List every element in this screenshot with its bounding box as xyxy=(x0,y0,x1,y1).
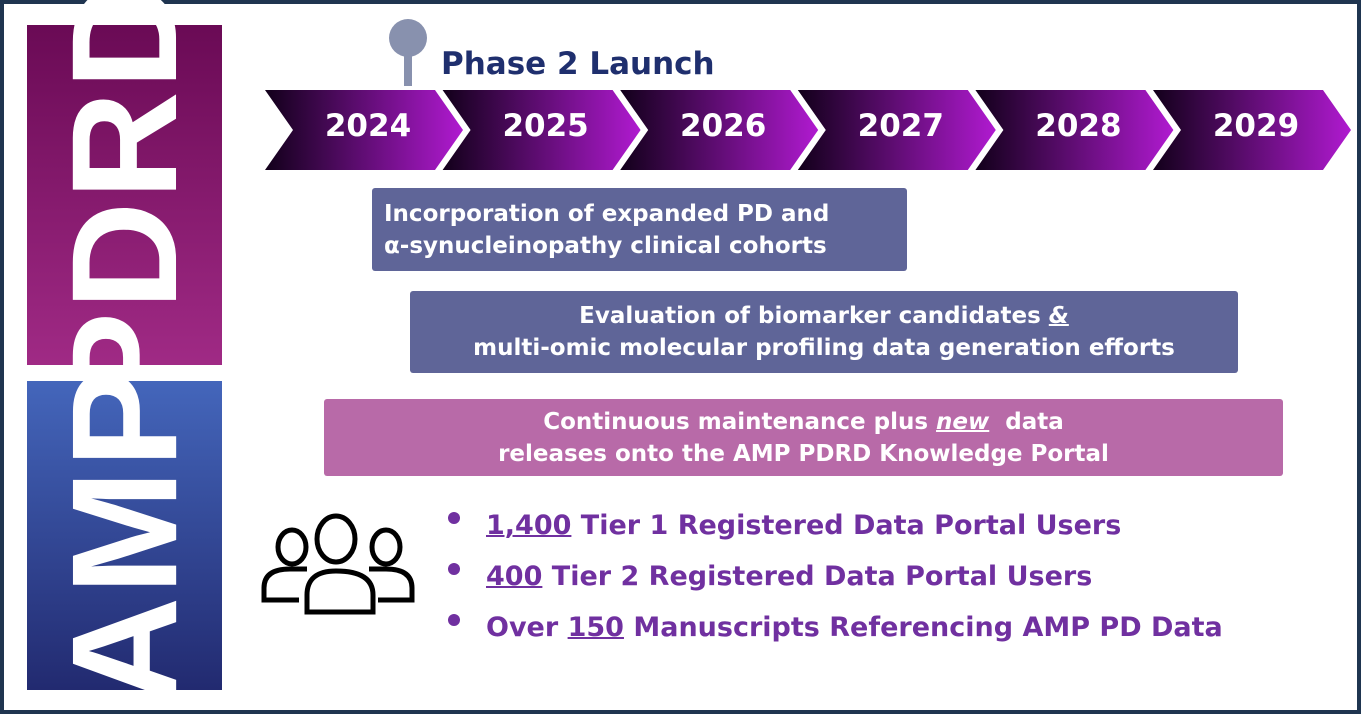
stat-number: 150 xyxy=(567,612,624,643)
emphasis: & xyxy=(1048,303,1069,329)
users-group-icon xyxy=(261,513,415,615)
line: Incorporation of expanded PD and xyxy=(384,200,830,227)
workstream-cohorts: Incorporation of expanded PD and α-synuc… xyxy=(372,188,907,271)
year-label: 2026 xyxy=(680,108,767,144)
year-chevron xyxy=(797,90,996,170)
stat-number: 400 xyxy=(486,561,543,592)
year-label: 2029 xyxy=(1212,108,1300,144)
stat-text: Tier 1 Registered Data Portal Users xyxy=(571,510,1122,541)
year-label: 2024 xyxy=(324,108,412,144)
year-chevron xyxy=(265,90,463,170)
amp-banner: AMP xyxy=(27,366,222,705)
stat-item: 1,400 Tier 1 Registered Data Portal User… xyxy=(448,510,1121,541)
year-chevron xyxy=(975,90,1174,170)
line: multi-omic molecular profiling data gene… xyxy=(473,335,1175,361)
stat-text: Manuscripts Referencing AMP PD Data xyxy=(623,612,1223,643)
pin-icon xyxy=(389,19,427,86)
year-chevron xyxy=(1153,90,1351,170)
line: data xyxy=(989,408,1064,435)
year-chevron xyxy=(442,90,641,170)
bullet-icon xyxy=(448,563,460,575)
workstream-portal: Continuous maintenance plus new data rel… xyxy=(324,399,1283,476)
bullet-icon xyxy=(448,512,460,524)
year-label: 2025 xyxy=(502,108,589,144)
workstream-biomarkers: Evaluation of biomarker candidates & mul… xyxy=(410,291,1238,373)
stat-prefix: Over xyxy=(486,612,568,643)
line: α-synucleinopathy clinical cohorts xyxy=(384,232,827,259)
year-label: 2028 xyxy=(1035,108,1122,144)
pdrd-banner: PDRD xyxy=(27,0,222,412)
bullet-icon xyxy=(448,614,460,626)
stat-text: Tier 2 Registered Data Portal Users xyxy=(542,561,1093,592)
year-chevron xyxy=(620,90,819,170)
line: releases onto the AMP PDRD Knowledge Por… xyxy=(498,440,1109,467)
stat-item: 400 Tier 2 Registered Data Portal Users xyxy=(448,561,1092,592)
line: Evaluation of biomarker candidates xyxy=(579,303,1049,329)
line: Continuous maintenance plus xyxy=(543,408,937,435)
year-label: 2027 xyxy=(857,108,944,144)
stat-number: 1,400 xyxy=(486,510,572,541)
milestone-label: Phase 2 Launch xyxy=(441,46,715,82)
emphasis: new xyxy=(936,408,990,435)
stat-item: Over 150 Manuscripts Referencing AMP PD … xyxy=(448,612,1223,643)
